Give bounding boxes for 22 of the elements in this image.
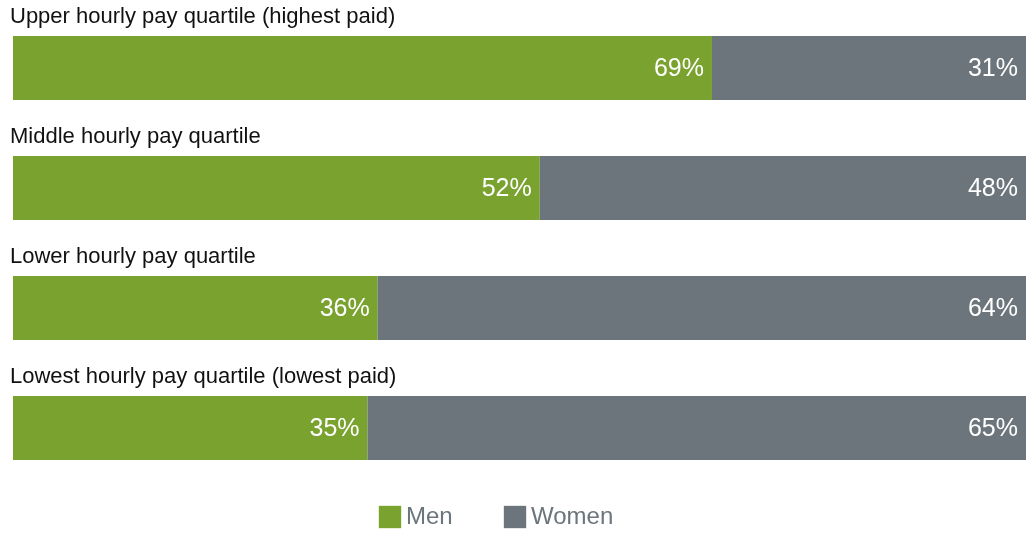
bar	[539, 156, 1026, 220]
legend-label: Men	[406, 502, 453, 529]
y-tick-label: Middle hourly pay quartile	[10, 122, 261, 148]
data-label: 52%	[481, 172, 532, 201]
bar	[377, 276, 1026, 340]
data-label: 48%	[967, 172, 1018, 201]
data-label: 64%	[967, 293, 1018, 322]
data-label: 65%	[967, 413, 1018, 442]
bar	[13, 156, 540, 220]
bar	[13, 396, 368, 461]
bar	[13, 276, 378, 340]
bar	[13, 35, 712, 100]
data-label: 35%	[309, 413, 360, 442]
y-tick-label: Lowest hourly pay quartile (lowest paid)	[10, 363, 397, 389]
bar	[711, 35, 1026, 100]
data-label: 69%	[653, 52, 704, 81]
legend-label: Women	[531, 502, 614, 529]
y-tick-label: Lower hourly pay quartile	[10, 243, 256, 269]
bar	[367, 396, 1026, 461]
data-label: 31%	[967, 52, 1018, 81]
data-label: 36%	[319, 293, 370, 322]
y-tick-label: Upper hourly pay quartile (highest paid)	[10, 2, 396, 28]
